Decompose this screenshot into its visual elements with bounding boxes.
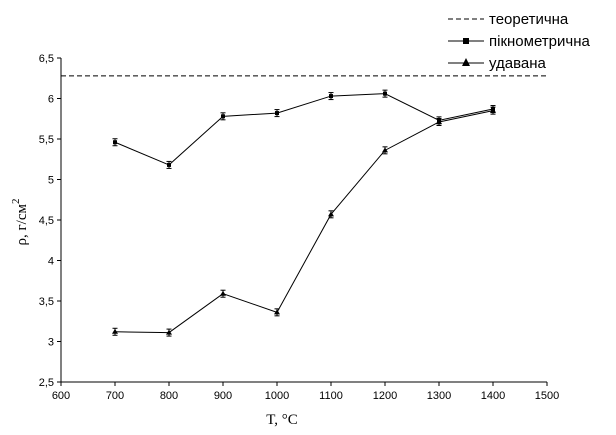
- x-tick-label: 900: [214, 390, 232, 402]
- y-tick-label: 5: [48, 175, 54, 187]
- data-point-triangle: [436, 118, 442, 124]
- data-point-square: [167, 162, 171, 167]
- data-point-triangle: [490, 107, 496, 113]
- y-tick-label: 3,5: [39, 296, 54, 308]
- data-point-square: [113, 140, 117, 145]
- x-tick-label: 600: [52, 390, 70, 402]
- x-axis-title: T, °C: [266, 412, 298, 428]
- x-tick-label: 1300: [427, 390, 451, 402]
- x-ticks: 600 700 800 900 1000 1100 1200 1300 1400 1500: [52, 382, 559, 402]
- data-point-triangle: [382, 147, 388, 153]
- x-tick-label: 1400: [481, 390, 505, 402]
- y-tick-label: 4,5: [39, 215, 54, 227]
- data-point-triangle: [112, 328, 118, 334]
- y-tick-label: 5,5: [39, 134, 54, 146]
- y-tick-label: 4: [48, 256, 54, 268]
- y-tick-label: 2,5: [39, 377, 54, 389]
- legend-pycnometric-label: пікнометрична: [489, 33, 590, 50]
- y-tick-label: 3: [48, 337, 54, 349]
- y-ticks: 2,5 3 3,5 4 4,5 5 5,5 6 6,5: [39, 53, 61, 389]
- x-tick-label: 800: [160, 390, 178, 402]
- x-tick-label: 1000: [265, 390, 289, 402]
- x-tick-label: 700: [106, 390, 124, 402]
- series-layer: [112, 89, 496, 337]
- legend-apparent-label: удавана: [489, 55, 547, 72]
- legend-pycnometric-marker: [463, 38, 469, 44]
- data-point-triangle: [274, 309, 280, 315]
- legend-apparent-marker: [462, 58, 470, 66]
- data-point-triangle: [328, 211, 334, 217]
- data-point-square: [383, 91, 387, 96]
- data-point-square: [221, 114, 225, 119]
- y-tick-label: 6,5: [39, 53, 54, 65]
- data-point-square: [275, 111, 279, 116]
- data-point-triangle: [220, 290, 226, 296]
- x-tick-label: 1500: [535, 390, 559, 402]
- x-tick-label: 1100: [319, 390, 343, 402]
- legend: теоретична пікнометрична удавана: [448, 11, 590, 72]
- legend-theoretical-label: теоретична: [489, 11, 569, 28]
- x-tick-label: 1200: [373, 390, 397, 402]
- y-axis-title-superscript: 2: [10, 199, 22, 205]
- data-point-square: [329, 94, 333, 99]
- data-point-triangle: [166, 329, 172, 335]
- y-axis-title: ρ, г/см2: [10, 199, 30, 246]
- series-line-2: [114, 110, 494, 334]
- series-line-1: [114, 93, 494, 166]
- y-tick-label: 6: [48, 94, 54, 106]
- y-axis-title-main: ρ, г/см: [14, 204, 30, 246]
